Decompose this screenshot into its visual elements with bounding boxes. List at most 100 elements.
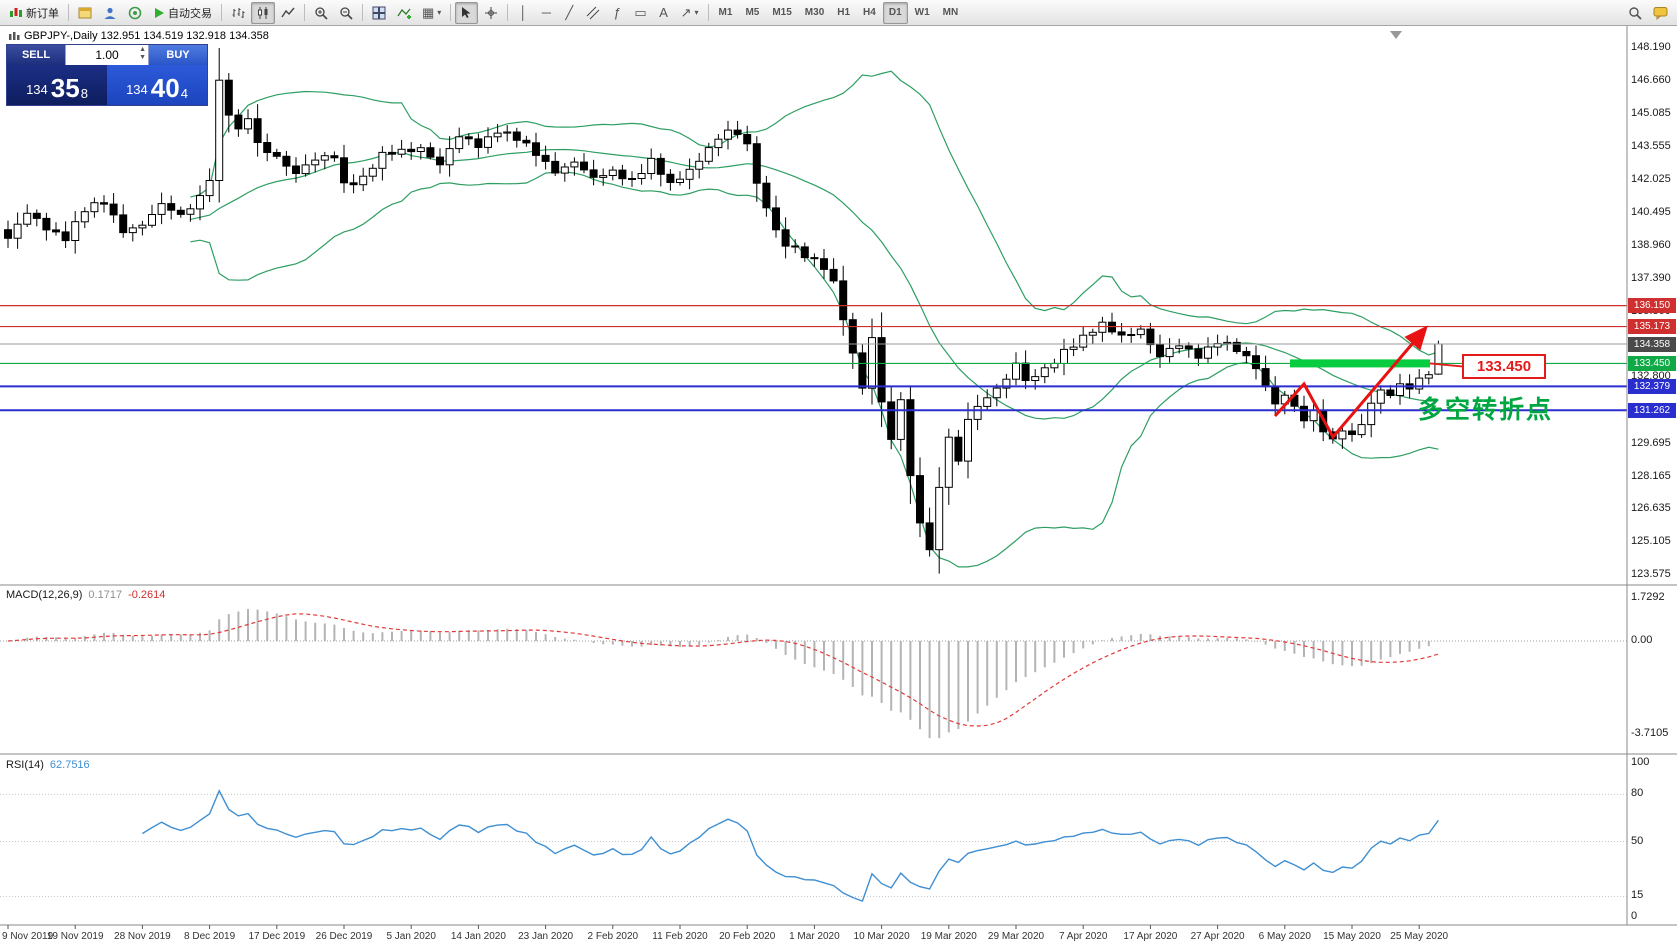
candle-body: [1242, 351, 1251, 357]
vertical-line-button[interactable]: │: [512, 2, 534, 24]
candle-body: [330, 155, 339, 159]
timeframe-button-h4[interactable]: H4: [863, 7, 876, 18]
zoom-out-button[interactable]: [334, 2, 358, 24]
trendline-button[interactable]: ╱: [558, 2, 580, 24]
auto-trading-button[interactable]: 自动交易: [148, 2, 217, 24]
panel-splitter-macd[interactable]: [0, 583, 1677, 587]
profile-icon: [104, 7, 116, 19]
timeframe-button-m15[interactable]: M15: [772, 7, 792, 18]
candle-body: [407, 148, 416, 153]
candle-body: [186, 208, 195, 215]
candle-body: [637, 173, 646, 179]
level-callout-133450[interactable]: 133.450: [1462, 354, 1546, 379]
candle-body: [676, 178, 684, 183]
candle-body: [61, 231, 70, 242]
tile-windows-button[interactable]: [367, 2, 391, 24]
panel-splitter-rsi[interactable]: [0, 752, 1677, 756]
profile-button[interactable]: [98, 2, 122, 24]
candle-body: [772, 207, 780, 231]
candle-body: [176, 209, 185, 215]
timeframe-button-h1[interactable]: H1: [837, 7, 851, 18]
candle-body: [1223, 341, 1232, 345]
bar-chart-button[interactable]: [226, 2, 250, 24]
timeframe-button-m1[interactable]: M1: [718, 7, 733, 18]
date-label: 9 Nov 2019: [2, 931, 54, 942]
candle-body: [1175, 345, 1184, 349]
bollinger-lower-band: [190, 171, 1439, 568]
horizontal-line-button[interactable]: ─: [535, 2, 557, 24]
price-axis-label: 128.165: [1631, 469, 1671, 482]
candle-body: [1060, 348, 1068, 364]
candle-body: [157, 203, 166, 215]
candle-body: [829, 268, 838, 282]
trend-arrow-annotation[interactable]: [1273, 325, 1428, 440]
candle-body: [935, 486, 944, 551]
candle-body: [80, 211, 89, 223]
indicators-button[interactable]: [392, 2, 416, 24]
timeframe-button-m5[interactable]: M5: [745, 7, 760, 18]
candle-body: [272, 152, 281, 157]
candle-body: [589, 169, 598, 178]
cursor-button[interactable]: [455, 1, 479, 24]
candle-body: [560, 166, 569, 174]
channel-icon: [586, 6, 600, 19]
candle-body: [445, 148, 454, 166]
chat-button[interactable]: [1648, 2, 1673, 24]
new-order-label: 新订单: [26, 7, 59, 20]
price-axis-label: 125.105: [1631, 535, 1671, 548]
search-button[interactable]: [1623, 2, 1647, 24]
arrow-icon: ↗: [680, 5, 692, 20]
volume-spinner[interactable]: ▲ ▼: [139, 46, 146, 62]
candle-body: [301, 164, 310, 175]
candle-body: [512, 131, 521, 141]
tile-windows-icon: [372, 6, 386, 19]
timeframe-button-m30[interactable]: M30: [804, 7, 825, 18]
support-zone-bar[interactable]: [1290, 359, 1430, 368]
candle-body: [90, 202, 99, 213]
sell-button[interactable]: SELL: [7, 45, 65, 65]
chart-shift-marker[interactable]: [1390, 31, 1402, 39]
cursor-icon: [462, 7, 471, 18]
date-label: 15 May 2020: [1323, 931, 1381, 942]
date-label: 10 Mar 2020: [853, 931, 910, 942]
candle-body: [1146, 328, 1155, 346]
fibonacci-button[interactable]: ƒ: [606, 2, 628, 24]
candle-body: [1367, 402, 1376, 426]
volume-input[interactable]: 1.00 ▲ ▼: [65, 45, 149, 65]
candle-body: [762, 182, 771, 209]
candle-body: [196, 195, 204, 210]
buy-price-panel[interactable]: 134 40 4: [107, 65, 207, 105]
spinner-down-icon[interactable]: ▼: [139, 54, 146, 61]
price-axis-label: 142.025: [1631, 172, 1671, 185]
candle-body: [292, 165, 300, 174]
macd-axis-label: 0.00: [1631, 634, 1653, 646]
new-order-button[interactable]: 新订单: [4, 2, 64, 24]
templates-button[interactable]: ▦ ▾: [417, 2, 446, 24]
text-button[interactable]: A: [653, 2, 675, 24]
candle-body: [1127, 334, 1136, 336]
sell-price-panel[interactable]: 134 35 8: [7, 65, 107, 105]
symbol-ohlc-text: GBPJPY-,Daily 132.951 134.519 132.918 13…: [24, 30, 269, 42]
line-chart-button[interactable]: [276, 2, 300, 24]
timeframe-button-w1[interactable]: W1: [914, 7, 930, 18]
channel-button[interactable]: [581, 2, 605, 24]
candle-body: [205, 180, 214, 197]
arrows-button[interactable]: ↗ ▾: [676, 2, 704, 24]
buy-button[interactable]: BUY: [149, 45, 207, 65]
candle-body: [743, 134, 752, 145]
turning-point-annotation[interactable]: 多空转折点: [1418, 396, 1554, 424]
shapes-button[interactable]: ▭: [629, 2, 651, 24]
timeframe-button-mn[interactable]: MN: [942, 7, 959, 18]
zoom-in-button[interactable]: [309, 2, 333, 24]
shapes-icon: ▭: [634, 5, 647, 20]
timeframe-button-d1[interactable]: D1: [882, 1, 908, 24]
crosshair-button[interactable]: [479, 2, 503, 24]
price-axis-marker: 131.262: [1628, 402, 1676, 418]
ask-sup: 4: [180, 86, 188, 101]
candle-body: [1079, 334, 1088, 348]
candlestick-chart-button[interactable]: [251, 1, 275, 24]
community-button[interactable]: [123, 2, 147, 24]
spinner-up-icon[interactable]: ▲: [139, 46, 146, 53]
charts-button[interactable]: [73, 2, 97, 24]
